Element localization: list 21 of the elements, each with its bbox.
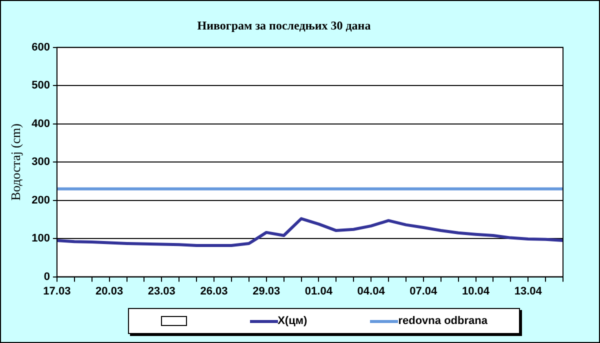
y-tick-label: 300 <box>32 156 50 168</box>
y-axis-title: Водостај (cm) <box>8 124 24 201</box>
x-tick-label: 04.04 <box>357 285 386 298</box>
x-tick-label: 13.04 <box>514 285 543 298</box>
y-tick-label: 600 <box>32 41 50 54</box>
x-tick-label: 23.03 <box>148 285 176 298</box>
y-tick-label: 0 <box>44 270 50 283</box>
x-tick-label: 29.03 <box>252 285 280 298</box>
x-tick-label: 26.03 <box>200 285 228 298</box>
y-tick-label: 100 <box>32 232 50 245</box>
x-tick-label: 07.04 <box>410 285 438 298</box>
x-tick-label: 10.04 <box>462 285 490 298</box>
x-tick-label: 20.03 <box>96 285 124 298</box>
x-tick-label: 17.03 <box>43 285 71 298</box>
y-tick-label: 400 <box>32 118 50 130</box>
legend-label: redovna odbrana <box>398 315 488 327</box>
chart-title: Нивограм за последњих 30 дана <box>197 18 371 32</box>
x-tick-label: 01.04 <box>304 285 334 298</box>
y-tick-label: 500 <box>32 80 50 92</box>
legend-label: X(цм) <box>278 315 308 327</box>
y-tick-label: 200 <box>32 194 50 206</box>
